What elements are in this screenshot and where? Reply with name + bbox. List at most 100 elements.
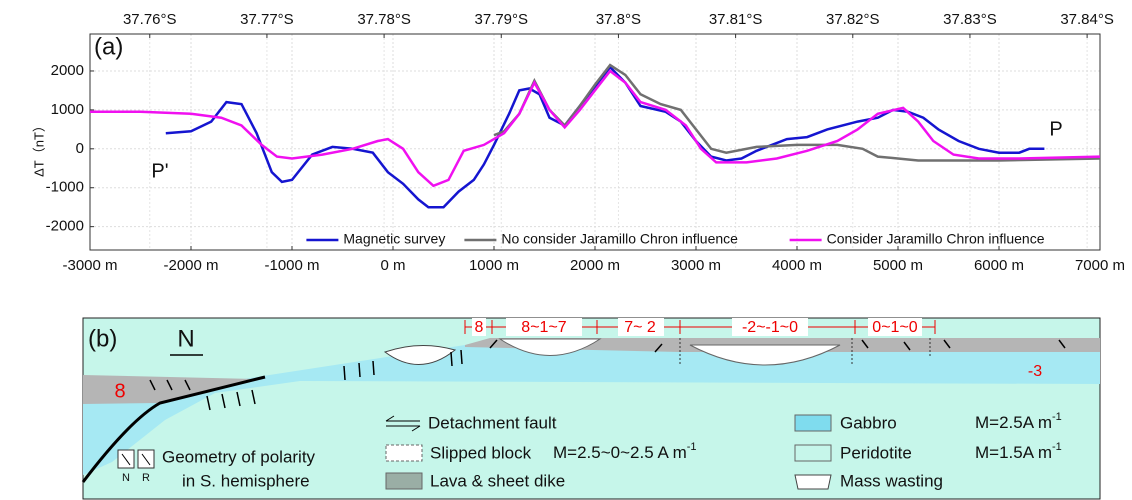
arrow [903,341,911,351]
icon-line [385,415,395,422]
arrow [221,393,226,409]
x2-tick-label: 37.78°S [357,11,411,28]
x-tick-label: 1000 m [469,257,519,274]
y-tick-label: -1000 [46,179,84,196]
arrow [489,339,498,349]
polarity-text: in S. hemisphere [182,471,310,490]
superscript: -1 [687,441,697,453]
arrow [450,351,453,367]
detachment-fault [81,375,266,483]
x-tick-label: -3000 m [62,257,117,274]
arrow [943,339,951,349]
segment-value: 8~1~7 [521,319,566,336]
x-tick-label: 5000 m [873,257,923,274]
segment-value: 8 [475,319,484,336]
label-bg [868,318,922,336]
arrow [861,339,869,349]
label-bg [506,318,582,336]
legend-label: No consider Jaramillo Chron influence [501,231,738,247]
legend-label: Magnetic survey [343,231,445,247]
peridotite-icon [794,444,832,462]
x-tick-label: 7000 m [1075,257,1125,274]
arrow [251,389,256,405]
icon-line [411,425,421,432]
arrow [343,365,346,381]
left-value: 8 [114,380,125,402]
series-line [90,69,1101,188]
dashed-lines [679,338,931,364]
legend-text: M=2.5A m [975,413,1052,432]
x2-tick-label: 37.81°S [709,11,763,28]
legend-text: M=2.5A m-1 [975,411,1062,433]
arrow [372,360,375,376]
legend-text: M=2.5~0~2.5 A m [553,443,687,462]
annotation: P' [151,160,168,182]
panel-label: (b) [88,325,117,352]
magnetization-arrows [149,339,1066,411]
panel-a: -3000 m -2000 m -1000 m 0 m 1000 m 2000 m 3000… [46,11,1125,274]
lava-layer-left [83,375,255,404]
gabbro-icon [794,414,832,432]
x-tick-label: 4000 m [772,257,822,274]
polarity-text: Geometry of polarity [162,447,316,466]
mass-wasting-2 [689,344,841,366]
mass-icon [794,474,832,490]
y-tick-label: 2000 [51,62,84,79]
arrow [1058,339,1066,349]
polarity-n: N [122,472,130,484]
x-tick-label: 6000 m [974,257,1024,274]
legend-text: Lava & sheet dike [430,471,565,490]
y-tick-label: 1000 [51,101,84,118]
y-tick-label: -2000 [46,218,84,235]
arrow [236,391,241,407]
y-tick-label: 0 [76,140,84,157]
legend-text: Peridotite [840,443,912,462]
legend-text: Gabbro [840,413,897,432]
north-label: N [177,325,194,352]
slipped-block [383,344,457,365]
panel-b: 8 8~1~7 7~ 2 -2~-1~0 0~1~0 -3 8 (b) N N … [81,317,1101,500]
arrow [460,349,463,365]
segment-value: 7~ 2 [624,319,656,336]
slipped-icon [385,444,423,462]
legend-text: M=2.5~0~2.5 A m-1 [553,441,697,463]
x2-tick-label: 37.8°S [596,11,641,28]
polarity-arrow [141,453,151,466]
arrow [149,379,156,391]
legend-text: M=1.5A m-1 [975,441,1062,463]
segment-value: -2~-1~0 [742,319,798,336]
x2-tick-label: 37.76°S [123,11,177,28]
arrow [184,379,191,391]
annotation: P [1049,118,1062,140]
arrow [654,343,663,353]
detachment-icon [385,415,421,432]
polarity-r: R [142,472,150,484]
mass-wasting-1 [498,338,602,356]
polarity-arrow [121,453,131,466]
legend-text: Slipped block [430,443,532,462]
x2-tick-label: 37.83°S [943,11,997,28]
x-tick-label: 3000 m [671,257,721,274]
plot-frame [89,33,1101,251]
arrow [358,362,361,378]
x2-tick-label: 37.79°S [474,11,528,28]
arrow [166,379,173,391]
x-tick-label: -1000 m [264,257,319,274]
superscript: -1 [1052,441,1062,453]
gabbro-layer [83,338,1100,475]
label-bg [732,318,808,336]
y-axis-label: ΔT（nT） [31,119,46,177]
x2-tick-label: 37.84°S [1060,11,1114,28]
right-value: -3 [1028,363,1042,380]
arrow [206,395,211,411]
panel-label: (a) [94,33,123,60]
legend-text: Detachment fault [428,413,557,432]
lava-icon [385,472,423,490]
legend-text: M=1.5A m [975,443,1052,462]
segment-value: 0~1~0 [872,319,917,336]
superscript: -1 [1052,411,1062,423]
series-line [165,65,1045,209]
x2-tick-label: 37.77°S [240,11,294,28]
x-tick-label: -2000 m [163,257,218,274]
